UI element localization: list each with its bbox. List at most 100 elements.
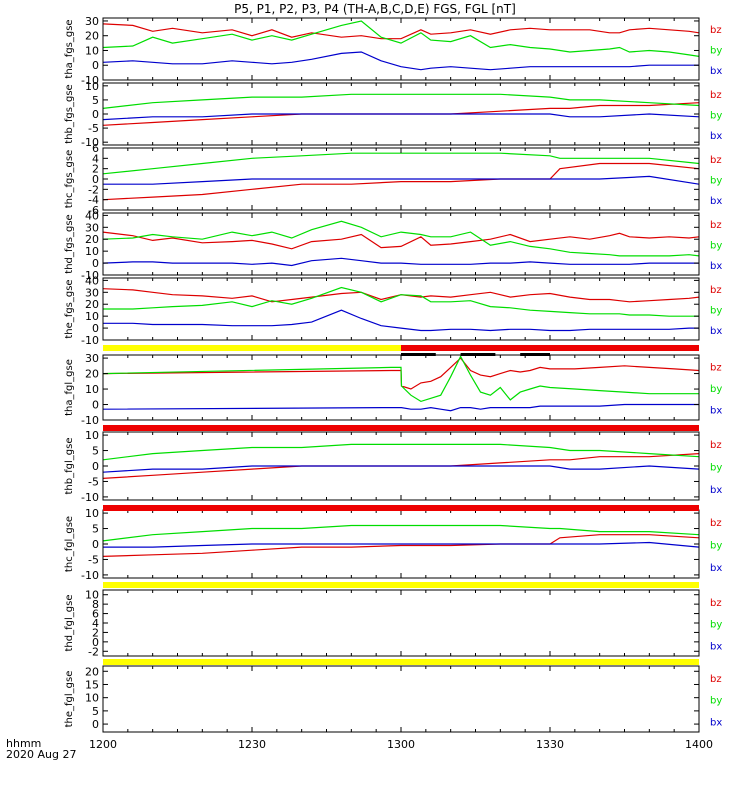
legend-bx: bx xyxy=(710,326,722,337)
status-bar-yellow xyxy=(103,345,401,351)
y-tick-label: 10 xyxy=(85,44,99,57)
series-line-bx xyxy=(102,113,700,121)
status-bar-red xyxy=(103,505,699,511)
y-tick-label: 4 xyxy=(92,152,99,165)
y-tick-label: -10 xyxy=(81,136,99,149)
y-tick-label: 8 xyxy=(92,598,99,611)
panel-frame xyxy=(102,212,700,276)
y-tick-label: 30 xyxy=(85,352,99,365)
y-axis-label: thc_fgl_gse xyxy=(64,516,75,572)
x-tick-label: 1400 xyxy=(685,738,713,751)
series-line-bz xyxy=(102,357,700,390)
y-tick-label: 0 xyxy=(92,636,99,649)
y-tick-label: 10 xyxy=(85,80,99,93)
y-tick-label: 20 xyxy=(85,233,99,246)
legend-bz: bz xyxy=(710,155,722,166)
y-tick-label: 20 xyxy=(85,665,99,678)
panel-thc_fgl_gse: 10 5 0 -5 -10 thc_fgl_gse bz by bx xyxy=(64,507,722,582)
y-tick-label: 10 xyxy=(85,692,99,705)
y-tick-label: 0 xyxy=(92,322,99,335)
series-line-by xyxy=(103,286,699,317)
series-line-bx xyxy=(103,309,699,332)
y-tick-label: -10 xyxy=(81,269,99,282)
legend-by: by xyxy=(710,620,722,631)
series-line-bz xyxy=(102,162,700,201)
series-line-bx xyxy=(102,403,699,412)
series-line-bx xyxy=(102,51,699,71)
burst-mark xyxy=(401,353,436,356)
panel-frame xyxy=(102,277,700,341)
legend-bx: bx xyxy=(710,485,722,496)
series-line-by xyxy=(102,443,700,461)
series-line-bx xyxy=(102,257,699,267)
series-line-bz xyxy=(102,23,700,40)
legend-by: by xyxy=(710,541,722,552)
status-bar-red xyxy=(103,425,699,431)
y-tick-label: 6 xyxy=(92,142,99,155)
legend-bx: bx xyxy=(710,717,722,728)
y-tick-label: -5 xyxy=(88,122,99,135)
series-line-by xyxy=(102,524,700,542)
y-axis-label: thb_fgl_gse xyxy=(64,438,75,495)
legend-bz: bz xyxy=(710,440,722,451)
legend-bx: bx xyxy=(710,261,722,272)
y-tick-label: 0 xyxy=(92,718,99,731)
y-tick-label: 20 xyxy=(85,368,99,381)
x-tick-label: 1230 xyxy=(238,738,266,751)
y-tick-label: -2 xyxy=(88,183,99,196)
y-tick-label: 6 xyxy=(92,608,99,621)
y-axis-label: tha_fgs_gse xyxy=(64,19,75,78)
y-axis-label: thb_fgs_gse xyxy=(64,84,75,143)
y-tick-label: 10 xyxy=(85,383,99,396)
series-line-bz xyxy=(102,288,700,303)
legend-bx: bx xyxy=(710,196,722,207)
series-line-by xyxy=(102,220,700,257)
y-axis-label: the_fgl_gse xyxy=(64,671,75,728)
legend-bx: bx xyxy=(710,406,722,417)
y-tick-label: -5 xyxy=(88,475,99,488)
y-tick-label: 5 xyxy=(92,705,99,718)
legend-by: by xyxy=(710,306,722,317)
y-tick-label: -10 xyxy=(81,491,99,504)
y-tick-label: -10 xyxy=(81,414,99,427)
y-tick-label: 0 xyxy=(92,538,99,551)
legend-by: by xyxy=(710,696,722,707)
legend-bz: bz xyxy=(710,363,722,374)
series-line-by xyxy=(102,93,700,109)
y-tick-label: 0 xyxy=(92,460,99,473)
y-tick-label: 20 xyxy=(85,298,99,311)
y-tick-label: -4 xyxy=(88,194,99,207)
status-bar-yellow xyxy=(103,659,699,665)
y-tick-label: -10 xyxy=(81,569,99,582)
date-label: 2020 Aug 27 xyxy=(6,748,77,761)
y-tick-label: 2 xyxy=(92,626,99,639)
burst-mark xyxy=(460,353,496,356)
chart-title: P5, P1, P2, P3, P4 (TH-A,B,C,D,E) FGS, F… xyxy=(234,2,516,16)
y-tick-label: 2 xyxy=(92,163,99,176)
legend-bz: bz xyxy=(710,90,722,101)
burst-mark xyxy=(520,353,550,356)
y-axis-label: the_fgs_gse xyxy=(64,279,75,338)
legend-bz: bz xyxy=(710,285,722,296)
time-label: hhmm xyxy=(6,737,42,750)
legend-bx: bx xyxy=(710,563,722,574)
y-tick-label: -6 xyxy=(88,204,99,217)
y-tick-label: 15 xyxy=(85,678,99,691)
legend-bz: bz xyxy=(710,674,722,685)
y-tick-label: 40 xyxy=(85,209,99,222)
legend-bx: bx xyxy=(710,66,722,77)
series-line-by xyxy=(102,152,700,175)
y-tick-label: 10 xyxy=(85,310,99,323)
x-tick-label: 1200 xyxy=(89,738,117,751)
y-tick-label: 10 xyxy=(85,589,99,602)
y-tick-label: 5 xyxy=(92,523,99,536)
y-tick-label: 30 xyxy=(85,15,99,28)
y-tick-label: 20 xyxy=(85,30,99,43)
y-axis-label: thd_fgs_gse xyxy=(64,214,75,273)
y-tick-label: 10 xyxy=(85,245,99,258)
